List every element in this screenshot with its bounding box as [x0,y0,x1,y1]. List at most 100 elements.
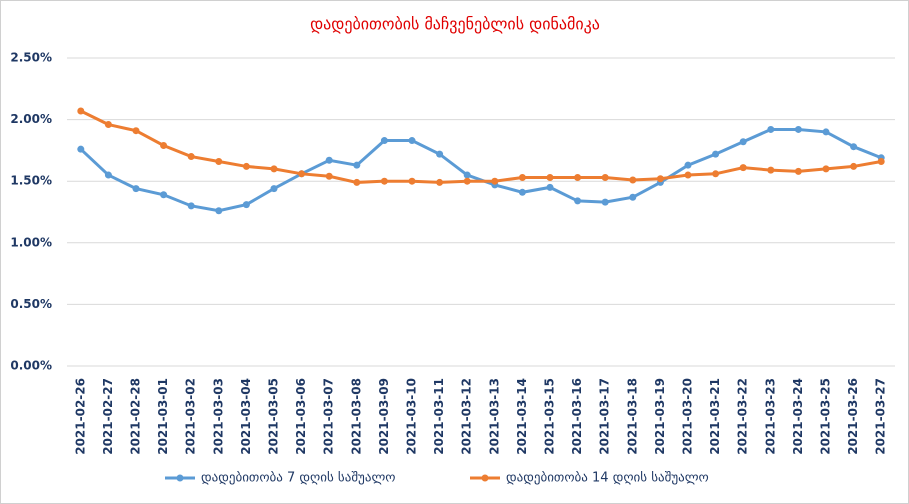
x-tick-label: 2021-03-19 [653,378,667,455]
point [380,177,388,185]
point [491,177,499,185]
point [215,157,223,165]
point [325,172,333,180]
point [77,145,85,153]
point [104,171,112,179]
x-tick-label: 2021-03-07 [322,378,336,455]
point [132,185,140,193]
series-line [80,109,882,184]
point [270,185,278,193]
legend-marker [176,474,184,482]
legend-label: დადებითობა 14 დღის საშუალო [506,471,709,486]
x-tick-label: 2021-03-13 [487,378,501,455]
point [574,174,582,182]
x-tick-label: 2021-03-04 [239,378,253,455]
point [270,165,278,173]
point [684,161,692,169]
x-tick-label: 2021-03-10 [405,378,419,455]
x-tick-label: 2021-03-17 [598,378,612,455]
x-tick-label: 2021-03-09 [377,378,391,455]
x-tick-label: 2021-03-03 [211,378,225,455]
x-tick-label: 2021-03-26 [846,378,860,455]
point [132,127,140,135]
point [187,202,195,210]
point [187,153,195,161]
point [822,165,830,173]
point [794,125,802,133]
x-tick-label: 2021-03-06 [294,378,308,455]
y-tick-label: 0.00% [10,359,52,373]
point [546,174,554,182]
point [436,178,444,186]
point [77,107,85,115]
point [298,170,306,178]
point [436,150,444,158]
x-tick-label: 2021-03-02 [184,378,198,455]
point [463,171,471,179]
point [408,137,416,145]
x-tick-label: 2021-03-20 [681,378,695,455]
point [574,197,582,205]
point [546,183,554,191]
point [712,170,720,178]
x-tick-label: 2021-02-28 [129,378,143,455]
point [408,177,416,185]
point [712,150,720,158]
x-tick-label: 2021-02-26 [73,378,87,455]
point [601,198,609,206]
point [739,138,747,146]
point [353,178,361,186]
point [739,164,747,172]
x-tick-label: 2021-02-27 [101,378,115,455]
point [850,162,858,170]
y-tick-label: 2.00% [10,112,52,126]
x-tick-label: 2021-03-25 [819,378,833,455]
x-tick-label: 2021-03-24 [791,378,805,455]
x-tick-label: 2021-03-14 [515,378,529,455]
point [656,175,664,183]
point [629,193,637,201]
point [160,141,168,149]
point [325,156,333,164]
point [463,177,471,185]
x-tick-label: 2021-03-18 [625,378,639,455]
point [353,161,361,169]
point [601,174,609,182]
x-tick-label: 2021-03-01 [156,378,170,455]
legend-label: დადებითობა 7 დღის საშუალო [201,471,396,486]
x-tick-label: 2021-03-16 [570,378,584,455]
x-tick-label: 2021-03-12 [460,378,474,455]
point [850,143,858,151]
y-tick-label: 0.50% [10,297,52,311]
x-tick-label: 2021-03-15 [543,378,557,455]
y-tick-label: 2.50% [10,51,52,65]
legend-marker [481,474,489,482]
point [215,207,223,215]
point [242,201,250,209]
point [242,162,250,170]
point [794,167,802,175]
point [629,176,637,184]
point [767,166,775,174]
x-tick-label: 2021-03-23 [763,378,777,455]
point [518,188,526,196]
x-tick-label: 2021-03-22 [736,378,750,455]
point [104,121,112,129]
x-tick-label: 2021-03-21 [708,378,722,455]
y-tick-label: 1.50% [10,174,52,188]
point [380,137,388,145]
x-tick-label: 2021-03-11 [432,378,446,455]
x-tick-label: 2021-03-27 [874,378,888,455]
x-tick-label: 2021-03-05 [267,378,281,455]
point [160,191,168,199]
point [767,125,775,133]
x-tick-label: 2021-03-08 [349,378,363,455]
chart-title: დადებითობის მაჩვენებლის დინამიკა [310,15,600,34]
point [684,171,692,179]
point [822,128,830,136]
point [877,157,885,165]
y-tick-label: 1.00% [10,235,52,249]
point [518,174,526,182]
